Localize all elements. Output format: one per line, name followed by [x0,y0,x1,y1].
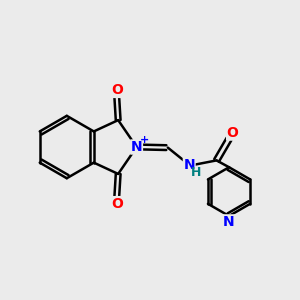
Text: O: O [111,196,123,211]
Text: N: N [223,215,235,229]
Text: O: O [227,126,239,140]
Text: N: N [131,140,142,154]
Text: O: O [111,83,123,98]
Text: +: + [140,136,149,146]
Text: H: H [190,166,201,179]
Text: N: N [183,158,195,172]
